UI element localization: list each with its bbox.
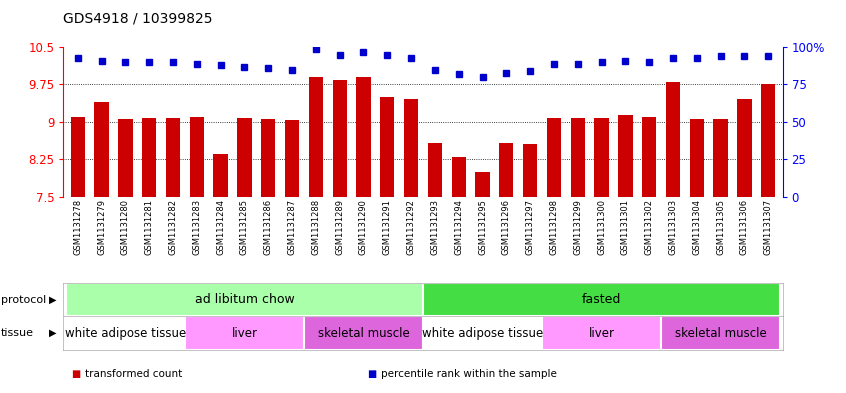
Text: GSM1131286: GSM1131286 — [264, 199, 272, 255]
Bar — [332, 79, 347, 196]
Bar — [542, 316, 661, 350]
Text: skeletal muscle: skeletal muscle — [675, 327, 766, 340]
Bar — [666, 82, 680, 196]
Text: GSM1131301: GSM1131301 — [621, 199, 630, 255]
Text: tissue: tissue — [1, 328, 34, 338]
Text: GSM1131302: GSM1131302 — [645, 199, 654, 255]
Bar — [142, 118, 157, 196]
Text: ad libitum chow: ad libitum chow — [195, 293, 294, 306]
Text: GSM1131283: GSM1131283 — [192, 199, 201, 255]
Bar — [285, 120, 299, 196]
Bar — [166, 118, 180, 196]
Text: ▶: ▶ — [49, 295, 56, 305]
Text: GSM1131291: GSM1131291 — [382, 199, 392, 255]
Bar — [713, 119, 728, 196]
Bar — [66, 283, 423, 316]
Text: ■: ■ — [72, 369, 80, 378]
Text: GSM1131288: GSM1131288 — [311, 199, 321, 255]
Bar — [404, 99, 418, 196]
Text: GSM1131299: GSM1131299 — [574, 199, 582, 255]
Text: GSM1131293: GSM1131293 — [431, 199, 439, 255]
Text: GSM1131292: GSM1131292 — [407, 199, 415, 255]
Text: percentile rank within the sample: percentile rank within the sample — [381, 369, 557, 378]
Text: GSM1131306: GSM1131306 — [740, 199, 749, 255]
Bar — [356, 77, 371, 196]
Bar — [618, 116, 633, 196]
Bar — [689, 119, 704, 196]
Text: GSM1131303: GSM1131303 — [668, 199, 678, 255]
Bar — [452, 157, 466, 196]
Text: ▶: ▶ — [49, 328, 56, 338]
Text: white adipose tissue: white adipose tissue — [65, 327, 186, 340]
Text: GSM1131300: GSM1131300 — [597, 199, 606, 255]
Bar — [595, 118, 609, 196]
Bar — [66, 316, 185, 350]
Text: GSM1131298: GSM1131298 — [549, 199, 558, 255]
Bar — [761, 84, 776, 196]
Bar — [423, 316, 542, 350]
Text: GDS4918 / 10399825: GDS4918 / 10399825 — [63, 12, 213, 26]
Bar — [523, 144, 537, 196]
Text: transformed count: transformed count — [85, 369, 182, 378]
Text: GSM1131304: GSM1131304 — [692, 199, 701, 255]
Text: liver: liver — [589, 327, 614, 340]
Text: fasted: fasted — [582, 293, 621, 306]
Bar — [95, 102, 108, 196]
Text: white adipose tissue: white adipose tissue — [422, 327, 543, 340]
Text: GSM1131287: GSM1131287 — [288, 199, 297, 255]
Text: GSM1131305: GSM1131305 — [717, 199, 725, 255]
Bar — [738, 99, 751, 196]
Text: GSM1131294: GSM1131294 — [454, 199, 464, 255]
Text: GSM1131297: GSM1131297 — [525, 199, 535, 255]
Bar — [428, 143, 442, 196]
Bar — [213, 154, 228, 196]
Text: protocol: protocol — [1, 295, 46, 305]
Bar — [237, 118, 251, 196]
Text: skeletal muscle: skeletal muscle — [317, 327, 409, 340]
Bar — [190, 117, 204, 196]
Bar — [642, 117, 656, 196]
Bar — [571, 118, 585, 196]
Bar — [475, 172, 490, 196]
Text: liver: liver — [232, 327, 257, 340]
Text: GSM1131295: GSM1131295 — [478, 199, 487, 255]
Text: GSM1131296: GSM1131296 — [502, 199, 511, 255]
Bar — [309, 77, 323, 196]
Bar — [118, 119, 133, 196]
Bar — [70, 117, 85, 196]
Bar — [261, 119, 275, 196]
Bar — [380, 97, 394, 196]
Text: GSM1131282: GSM1131282 — [168, 199, 178, 255]
Text: GSM1131281: GSM1131281 — [145, 199, 154, 255]
Text: GSM1131284: GSM1131284 — [216, 199, 225, 255]
Bar — [499, 143, 514, 196]
Text: ■: ■ — [368, 369, 376, 378]
Text: GSM1131280: GSM1131280 — [121, 199, 129, 255]
Bar — [661, 316, 780, 350]
Bar — [547, 118, 561, 196]
Bar — [304, 316, 423, 350]
Text: GSM1131307: GSM1131307 — [764, 199, 772, 255]
Text: GSM1131289: GSM1131289 — [335, 199, 344, 255]
Bar — [423, 283, 780, 316]
Text: GSM1131278: GSM1131278 — [74, 199, 82, 255]
Text: GSM1131279: GSM1131279 — [97, 199, 106, 255]
Text: GSM1131285: GSM1131285 — [240, 199, 249, 255]
Bar — [185, 316, 304, 350]
Text: GSM1131290: GSM1131290 — [359, 199, 368, 255]
